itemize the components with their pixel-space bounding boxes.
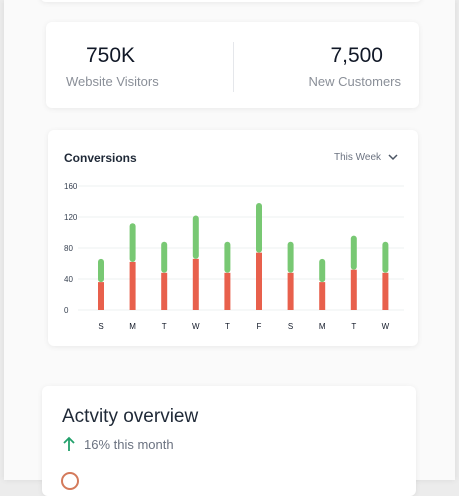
x-tick-label: T [162, 322, 167, 331]
y-tick-label: 0 [64, 306, 69, 315]
bar-segment-red[interactable] [256, 252, 262, 310]
bar-segment-green[interactable] [161, 241, 168, 273]
bar-segment-green[interactable] [224, 241, 231, 273]
x-tick-label: M [129, 322, 136, 331]
activity-title: Actvity overview [62, 406, 199, 427]
bar-segment-green[interactable] [129, 223, 136, 262]
bar-segment-red[interactable] [192, 258, 199, 310]
period-label: This Week [334, 151, 382, 163]
bar-segment-red[interactable] [224, 272, 231, 310]
activity-item-marker [61, 472, 79, 490]
new-customers-label: New Customers [308, 74, 401, 89]
stats-card: 750K Website Visitors 7,500 New Customer… [46, 22, 419, 108]
bar-segment-green[interactable] [287, 241, 294, 273]
activity-change: 16% this month [62, 436, 174, 452]
bar-segment-red[interactable] [129, 261, 136, 310]
bar-segment-red[interactable] [350, 269, 357, 310]
x-tick-label: W [192, 322, 200, 331]
y-tick-label: 80 [64, 244, 73, 253]
bar-segment-green[interactable] [350, 235, 357, 270]
chevron-down-icon [388, 154, 398, 161]
bar-segment-green[interactable] [98, 258, 104, 283]
bar-segment-red[interactable] [161, 272, 168, 310]
bar-segment-red[interactable] [319, 282, 326, 310]
activity-card: Actvity overview 16% this month [42, 386, 416, 496]
bar-segment-red[interactable] [287, 272, 294, 310]
conversions-card: Conversions This Week 0 40 80 120 160 S M T W T F S… [48, 130, 418, 346]
arrow-up-icon [63, 436, 75, 451]
x-tick-label: M [319, 322, 326, 331]
bar-segment-red[interactable] [98, 282, 104, 310]
bar-segment-green[interactable] [256, 203, 262, 253]
y-tick-label: 160 [64, 182, 78, 191]
bar-segment-green[interactable] [319, 258, 326, 283]
y-tick-label: 120 [64, 213, 78, 222]
website-visitors-label: Website Visitors [66, 74, 159, 89]
x-tick-label: S [98, 322, 103, 331]
bar-segment-green[interactable] [382, 241, 389, 273]
website-visitors-value: 750K [86, 44, 136, 67]
x-tick-label: T [225, 322, 230, 331]
x-tick-label: S [288, 322, 293, 331]
x-tick-label: T [351, 322, 356, 331]
y-tick-label: 40 [64, 275, 73, 284]
x-tick-label: F [257, 322, 262, 331]
new-customers-value: 7,500 [330, 44, 383, 67]
stats-divider [233, 42, 234, 92]
x-tick-label: W [382, 322, 390, 331]
conversions-chart: 0 40 80 120 160 S M T W T F S M T W [64, 182, 404, 331]
period-dropdown[interactable]: This Week [334, 148, 402, 166]
conversions-title: Conversions [64, 151, 137, 165]
app-screen: 750K Website Visitors 7,500 New Customer… [4, 0, 455, 496]
previous-card [40, 0, 422, 2]
activity-change-text: 16% this month [84, 436, 174, 452]
bar-segment-green[interactable] [192, 215, 199, 259]
bar-segment-red[interactable] [382, 272, 389, 310]
